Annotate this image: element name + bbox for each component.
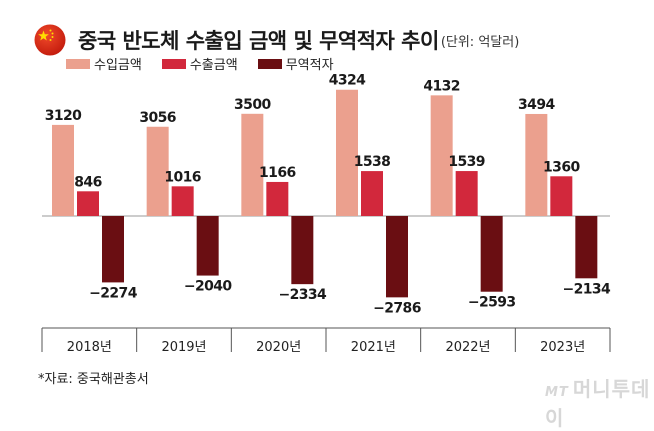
x-tick-label-3: 2020년 [256, 340, 301, 355]
watermark-logo: MT [545, 385, 569, 400]
bar-deficit-6 [575, 216, 598, 279]
data-label-deficit-6: −2134 [562, 281, 611, 297]
x-tick-label-2: 2019년 [161, 340, 206, 355]
legend-item-deficit: 무역적자 [257, 54, 334, 73]
legend-swatch-export [161, 58, 186, 69]
watermark: MT 머니투데이 [545, 373, 654, 431]
chart-unit: (단위: 억달러) [440, 34, 520, 50]
bar-deficit-2 [196, 216, 219, 276]
chart-title: 중국 반도체 수출입 금액 및 무역적자 추이 [78, 29, 439, 53]
bar-import-3 [241, 113, 264, 216]
bar-import-6 [525, 113, 548, 216]
legend-swatch-import [66, 58, 90, 69]
data-label-deficit-4: −2786 [373, 300, 421, 316]
data-label-import-6: 3494 [518, 97, 555, 113]
data-label-import-2: 3056 [139, 110, 176, 126]
data-label-import-4: 4324 [329, 73, 366, 89]
x-tick-label-6: 2023년 [540, 340, 585, 355]
legend-label-export: 수출금액 [189, 58, 238, 73]
bar-export-2 [171, 186, 194, 216]
x-tick-label-5: 2022년 [445, 340, 490, 355]
legend-item-export: 수출금액 [161, 54, 238, 73]
china-flag-icon [34, 24, 66, 56]
bar-export-1 [77, 191, 99, 216]
chart-card: { "title": "중국 반도체 수출입 금액 및 무역적자 추이", "u… [34, 20, 649, 430]
legend-item-import: 수입금액 [66, 54, 142, 73]
bar-chart: 3120 846 −2274 2018년 3056 1016 −2040 2019년 3500 1… [41, 73, 612, 355]
data-label-deficit-5: −2593 [468, 295, 516, 311]
data-label-export-6: 1360 [543, 159, 580, 175]
x-tick-label-4: 2021년 [351, 340, 396, 355]
data-label-import-3: 3500 [234, 97, 271, 113]
bar-import-2 [146, 126, 169, 216]
bar-import-4 [336, 89, 358, 216]
data-label-export-5: 1539 [448, 154, 485, 170]
data-label-deficit-2: −2040 [184, 279, 233, 295]
title-row: 중국 반도체 수출입 금액 및 무역적자 추이 (단위: 억달러) [34, 20, 519, 60]
legend: 수입금액 수출금액 무역적자 [66, 54, 354, 73]
data-label-export-3: 1166 [259, 165, 296, 181]
data-label-deficit-1: −2274 [89, 285, 138, 301]
bar-import-1 [52, 124, 74, 216]
bar-deficit-5 [480, 216, 503, 292]
legend-label-deficit: 무역적자 [285, 58, 334, 73]
data-label-export-4: 1538 [354, 154, 391, 170]
data-label-import-5: 4132 [423, 78, 460, 94]
bar-export-4 [361, 171, 383, 216]
data-label-export-2: 1016 [164, 169, 201, 185]
bar-import-5 [430, 95, 453, 216]
legend-swatch-deficit [257, 58, 282, 69]
bar-export-3 [266, 181, 289, 216]
bar-export-6 [550, 176, 573, 216]
bar-deficit-1 [102, 216, 124, 283]
bar-export-5 [455, 171, 478, 216]
bar-deficit-4 [386, 216, 408, 298]
data-label-export-1: 846 [74, 174, 101, 190]
source-note: *자료: 중국해관총서 [38, 372, 149, 387]
legend-label-import: 수입금액 [94, 58, 142, 73]
data-label-deficit-3: −2334 [278, 287, 327, 303]
bar-deficit-3 [291, 216, 314, 285]
x-tick-label-1: 2018년 [67, 340, 112, 355]
data-label-import-1: 3120 [45, 108, 82, 124]
